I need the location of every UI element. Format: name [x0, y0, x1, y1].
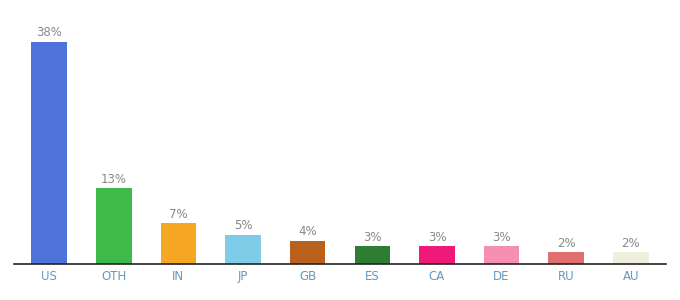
Bar — [160, 223, 197, 264]
Text: 3%: 3% — [428, 231, 446, 244]
Bar — [483, 246, 520, 264]
Text: 3%: 3% — [363, 231, 381, 244]
Text: 13%: 13% — [101, 172, 126, 186]
Bar — [31, 42, 67, 264]
Bar — [225, 235, 261, 264]
Text: 5%: 5% — [234, 219, 252, 232]
Bar — [290, 241, 326, 264]
Text: 38%: 38% — [36, 26, 62, 39]
Text: 2%: 2% — [557, 237, 575, 250]
Bar — [354, 246, 390, 264]
Bar — [96, 188, 131, 264]
Bar — [613, 252, 649, 264]
Text: 4%: 4% — [299, 225, 317, 238]
Text: 3%: 3% — [492, 231, 511, 244]
Text: 2%: 2% — [622, 237, 640, 250]
Bar — [419, 246, 455, 264]
Text: 7%: 7% — [169, 208, 188, 221]
Bar — [549, 252, 584, 264]
